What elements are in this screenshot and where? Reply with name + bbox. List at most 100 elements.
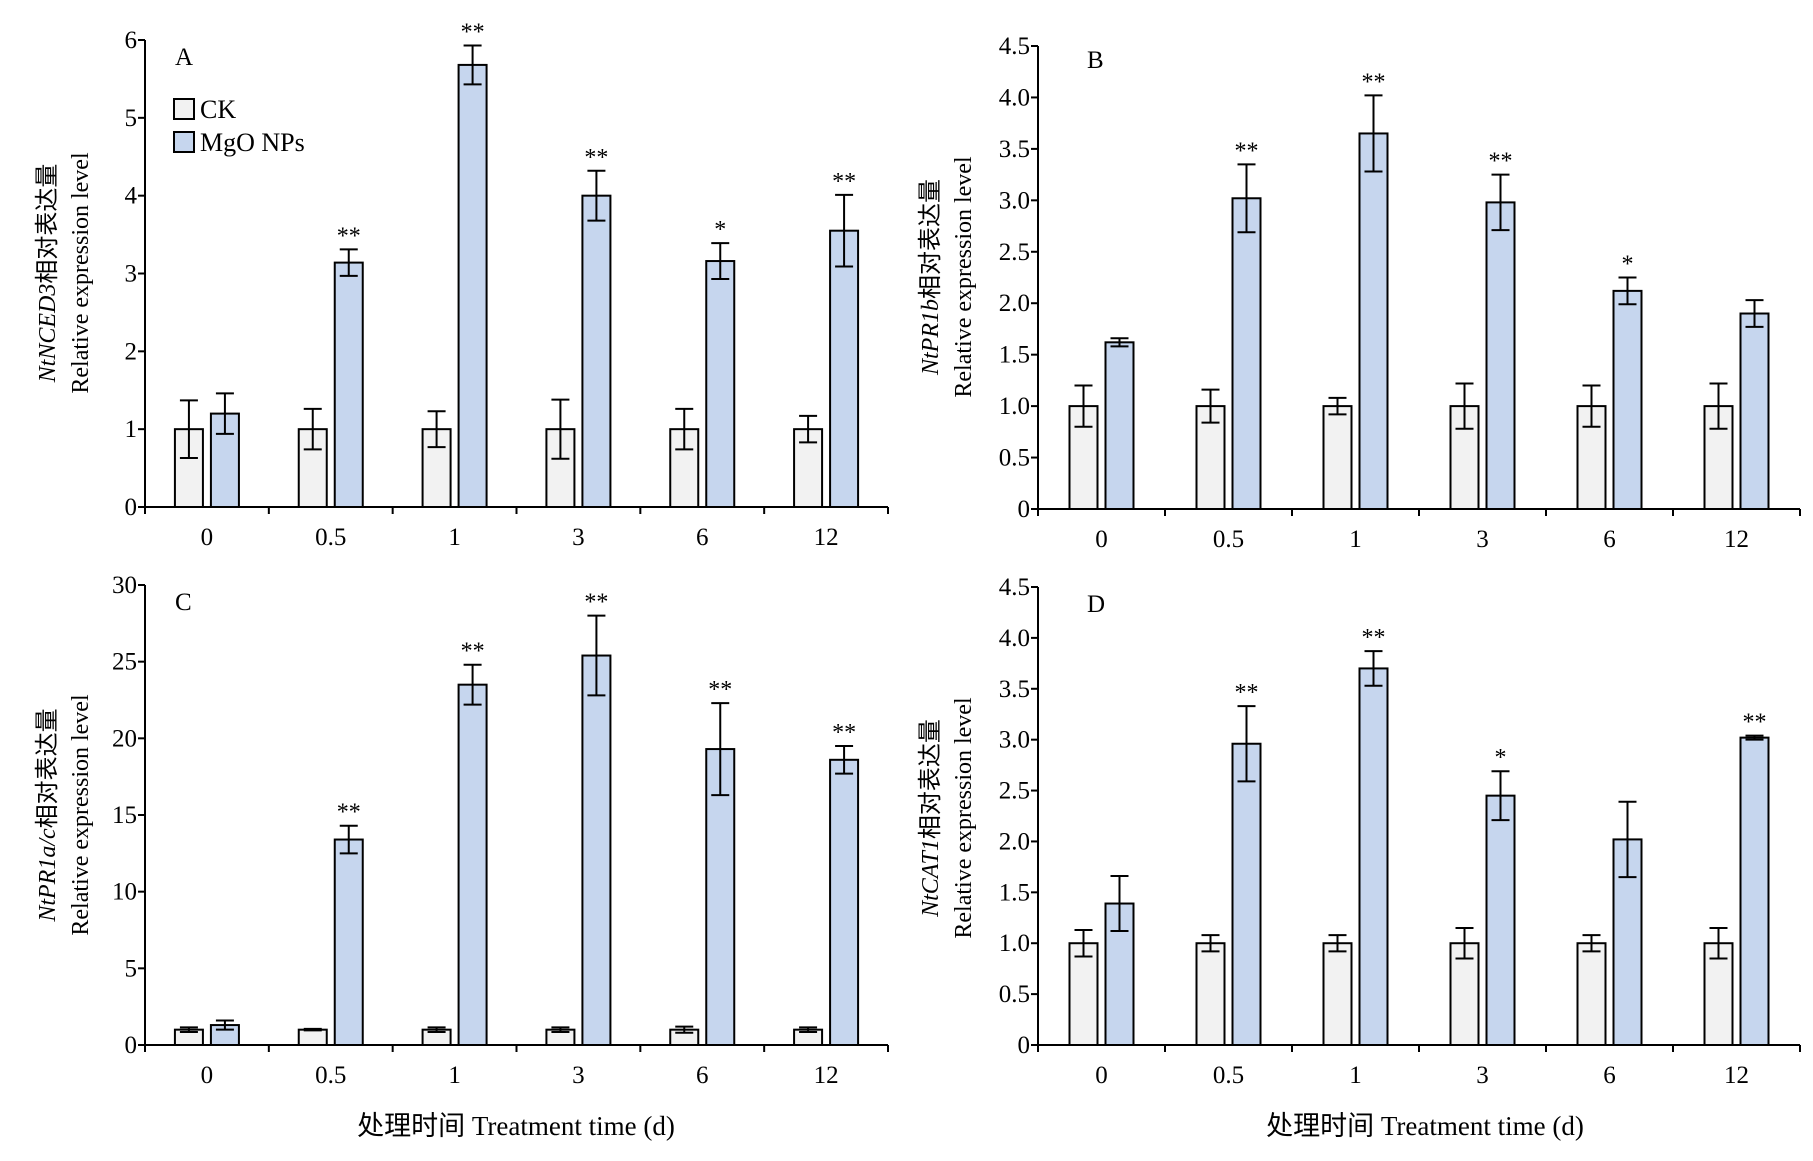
y-tick-label: 1.5 — [999, 879, 1030, 906]
bar-ck — [1449, 942, 1480, 1047]
x-tick-label: 0.5 — [1213, 526, 1244, 553]
significance-marker: * — [1495, 745, 1507, 771]
x-tick-label: 0 — [1095, 1062, 1108, 1089]
y-tick-label: 1.0 — [999, 393, 1030, 420]
x-tick-label: 12 — [1724, 526, 1749, 553]
bar-ck — [1068, 942, 1099, 1047]
bar-mgo — [1231, 197, 1262, 511]
y-tick-label: 3.0 — [999, 187, 1030, 214]
significance-marker: ** — [1362, 625, 1386, 651]
chart-panel-d: 0 0.5 1.0 1.5 2.0 2.5 3.0 3.5 4.0 4.5 0 ** 0.5 ** 1 * 3 6… — [917, 574, 1801, 1089]
y-tick-label: 3.0 — [999, 727, 1030, 754]
x-axis-title-right: 处理时间 Treatment time (d) — [1266, 1111, 1584, 1141]
bar-mgo — [829, 229, 860, 508]
y-tick-label: 0 — [1018, 496, 1031, 523]
bar-mgo — [457, 683, 488, 1047]
chart-panel-c: 0 5 10 15 20 25 30 0 ** 0.5 ** 1 ** 3 ** 6 ** 12 C NtPR1a/c… — [34, 572, 889, 1089]
y-tick-label: 3 — [125, 261, 138, 288]
bar-mgo — [1358, 667, 1389, 1047]
y-tick-label: 2.0 — [999, 290, 1030, 317]
x-tick-label: 3 — [1476, 1062, 1489, 1089]
bar-ck — [1322, 405, 1353, 510]
y-tick-label: 5 — [125, 105, 138, 132]
y-axis-title-gene: NtCAT1相对表达量 — [917, 719, 944, 918]
y-tick-label: 4.5 — [999, 574, 1030, 601]
x-tick-label: 3 — [572, 1062, 585, 1089]
bar-ck — [173, 428, 204, 508]
significance-marker: ** — [1362, 69, 1386, 95]
x-tick-label: 0.5 — [315, 1062, 346, 1089]
y-tick-label: 2 — [125, 338, 138, 365]
x-tick-label: 6 — [1603, 526, 1616, 553]
bar-mgo — [705, 748, 736, 1046]
significance-marker: ** — [461, 19, 485, 45]
legend-swatch-mgo — [173, 131, 195, 153]
y-axis-title-en: Relative expression level — [951, 697, 977, 939]
y-tick-label: 10 — [112, 879, 137, 906]
y-tick-label: 6 — [125, 27, 138, 54]
bar-ck — [1576, 942, 1607, 1047]
x-tick-label: 1 — [1349, 1062, 1362, 1089]
panel-letter: D — [1087, 591, 1105, 618]
y-axis-title-gene: NtPR1a/c相对表达量 — [34, 708, 61, 922]
panel-letter: A — [175, 44, 193, 71]
significance-marker: ** — [584, 145, 608, 171]
y-tick-label: 30 — [112, 572, 137, 599]
significance-marker: ** — [708, 677, 732, 703]
bar-mgo — [1485, 794, 1516, 1047]
x-tick-label: 0.5 — [1213, 1062, 1244, 1089]
y-axis-title-cn: 相对表达量 — [34, 708, 61, 828]
y-tick-label: 25 — [112, 649, 137, 676]
x-tick-label: 1 — [1349, 526, 1362, 553]
bar-mgo — [1104, 341, 1135, 510]
bar-ck — [1322, 942, 1353, 1047]
significance-marker: ** — [461, 639, 485, 665]
x-tick-label: 6 — [696, 524, 709, 551]
y-tick-label: 4.5 — [999, 33, 1030, 60]
x-tick-label: 0 — [1095, 526, 1108, 553]
x-axis-title-left: 处理时间 Treatment time (d) — [357, 1111, 675, 1141]
significance-marker: ** — [1235, 680, 1259, 706]
bar-ck — [1703, 942, 1734, 1047]
bar-mgo — [581, 194, 612, 509]
legend: CK MgO NPs — [173, 95, 305, 157]
x-tick-label: 6 — [1603, 1062, 1616, 1089]
bar-mgo — [1739, 736, 1770, 1046]
y-axis-title-en: Relative expression level — [68, 694, 94, 936]
bar-ck — [1195, 942, 1226, 1047]
significance-marker: * — [714, 217, 726, 243]
significance-marker: ** — [337, 223, 361, 249]
y-tick-label: 4 — [125, 183, 138, 210]
y-axis-gene-name: NtPR1a/c — [35, 828, 61, 923]
y-tick-label: 0 — [125, 494, 138, 521]
y-tick-label: 5 — [125, 955, 138, 982]
bar-mgo — [829, 758, 860, 1046]
bar-mgo — [1231, 742, 1262, 1046]
x-tick-label: 1 — [448, 1062, 461, 1089]
significance-marker: ** — [1235, 138, 1259, 164]
y-tick-label: 1.5 — [999, 342, 1030, 369]
x-tick-label: 0.5 — [315, 524, 346, 551]
y-axis-title-cn: 相对表达量 — [34, 164, 61, 284]
significance-marker: ** — [832, 720, 856, 746]
y-tick-label: 15 — [112, 802, 137, 829]
y-tick-label: 4.0 — [999, 625, 1030, 652]
y-axis-gene-name: NtCAT1 — [918, 839, 944, 918]
legend-label-mgo: MgO NPs — [200, 128, 305, 157]
y-tick-label: 0.5 — [999, 981, 1030, 1008]
significance-marker: ** — [584, 590, 608, 616]
chart-panel-b: 0 0.5 1.0 1.5 2.0 2.5 3.0 3.5 4.0 4.5 0 ** 0.5 ** 1 ** 3… — [917, 33, 1801, 553]
y-tick-label: 1 — [125, 416, 138, 443]
x-tick-label: 6 — [696, 1062, 709, 1089]
x-tick-label: 12 — [1724, 1062, 1749, 1089]
bar-mgo — [705, 260, 736, 508]
panel-letter: B — [1087, 47, 1104, 74]
significance-marker: ** — [1489, 149, 1513, 175]
bar-mgo — [1739, 312, 1770, 510]
x-tick-label: 0 — [201, 524, 214, 551]
y-tick-label: 0.5 — [999, 445, 1030, 472]
legend-label-ck: CK — [200, 95, 236, 124]
y-tick-label: 2.0 — [999, 828, 1030, 855]
y-tick-label: 2.5 — [999, 239, 1030, 266]
